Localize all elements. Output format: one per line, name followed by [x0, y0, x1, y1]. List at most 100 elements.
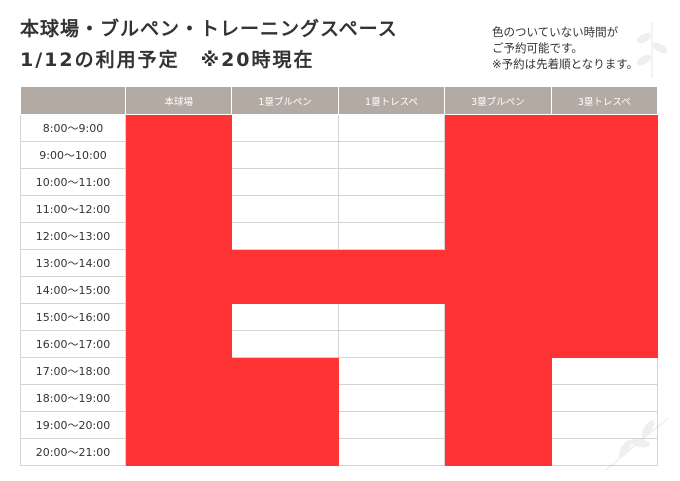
table-row: 14:00〜15:00: [20, 276, 659, 304]
available-slot-cell: [337, 141, 446, 169]
available-slot-cell: [337, 222, 446, 250]
header: 本球場・ブルペン・トレーニングスペース 1/12の利用予定 ※20時現在 色のつ…: [0, 0, 680, 86]
note-line: ご予約可能です。: [492, 41, 583, 55]
available-slot-cell: [337, 357, 446, 385]
table-row: 8:00〜9:00: [20, 114, 659, 142]
available-slot-cell: [550, 411, 659, 439]
booked-slot-cell: [444, 330, 552, 358]
time-slot-label: 10:00〜11:00: [20, 168, 126, 196]
table-row: 11:00〜12:00: [20, 195, 659, 223]
column-header-time: [20, 86, 126, 115]
booked-slot-cell: [124, 384, 233, 412]
available-slot-cell: [337, 438, 446, 466]
available-slot-cell: [337, 384, 446, 412]
booked-slot-cell: [124, 330, 233, 358]
available-slot-cell: [231, 141, 339, 169]
time-slot-label: 9:00〜10:00: [20, 141, 126, 169]
available-slot-cell: [337, 330, 446, 358]
booked-slot-cell: [550, 249, 659, 277]
booked-slot-cell: [444, 411, 552, 439]
booked-slot-cell: [124, 276, 233, 304]
booked-slot-cell: [444, 384, 552, 412]
booked-slot-cell: [124, 114, 233, 142]
available-slot-cell: [231, 222, 339, 250]
booked-slot-cell: [124, 411, 233, 439]
available-slot-cell: [231, 114, 339, 142]
time-slot-label: 13:00〜14:00: [20, 249, 126, 277]
booked-slot-cell: [124, 249, 233, 277]
column-header: 3塁ブルペン: [444, 86, 552, 115]
booked-slot-cell: [124, 141, 233, 169]
booked-slot-cell: [550, 303, 659, 331]
time-slot-label: 16:00〜17:00: [20, 330, 126, 358]
column-header: 本球場: [124, 86, 233, 115]
table-row: 18:00〜19:00: [20, 384, 659, 412]
schedule-body: 8:00〜9:00 9:00〜10:00 10:00〜11:00 11:00〜12:0…: [20, 114, 659, 466]
booked-slot-cell: [550, 114, 659, 142]
booked-slot-cell: [124, 438, 233, 466]
booked-slot-cell: [337, 249, 446, 277]
table-row: 12:00〜13:00: [20, 222, 659, 250]
time-slot-label: 17:00〜18:00: [20, 357, 126, 385]
booked-slot-cell: [337, 276, 446, 304]
booked-slot-cell: [124, 195, 233, 223]
booked-slot-cell: [231, 276, 339, 304]
available-slot-cell: [337, 195, 446, 223]
table-row: 9:00〜10:00: [20, 141, 659, 169]
note-line: ※予約は先着順となります。: [492, 57, 639, 71]
available-slot-cell: [550, 384, 659, 412]
booked-slot-cell: [550, 168, 659, 196]
time-slot-label: 11:00〜12:00: [20, 195, 126, 223]
available-slot-cell: [337, 411, 446, 439]
time-slot-label: 20:00〜21:00: [20, 438, 126, 466]
availability-note: 色のついていない時間が ご予約可能です。 ※予約は先着順となります。: [492, 24, 638, 72]
available-slot-cell: [231, 195, 339, 223]
booked-slot-cell: [444, 357, 552, 385]
booked-slot-cell: [124, 222, 233, 250]
table-row: 19:00〜20:00: [20, 411, 659, 439]
booked-slot-cell: [231, 438, 339, 466]
leaf-decoration-icon: [604, 417, 669, 472]
booked-slot-cell: [124, 303, 233, 331]
time-slot-label: 18:00〜19:00: [20, 384, 126, 412]
available-slot-cell: [337, 303, 446, 331]
booked-slot-cell: [231, 384, 339, 412]
schedule-table: 本球場 1塁ブルペン 1塁トレスペ 3塁ブルペン 3塁トレスペ 8:00〜9:0…: [20, 86, 659, 466]
time-slot-label: 15:00〜16:00: [20, 303, 126, 331]
available-slot-cell: [231, 330, 339, 358]
booked-slot-cell: [550, 330, 659, 358]
booked-slot-cell: [444, 303, 552, 331]
time-slot-label: 12:00〜13:00: [20, 222, 126, 250]
page-title: 本球場・ブルペン・トレーニングスペース: [20, 18, 398, 40]
column-header: 3塁トレスペ: [550, 86, 659, 115]
booked-slot-cell: [444, 249, 552, 277]
booked-slot-cell: [550, 141, 659, 169]
leaf-decoration-icon: [636, 22, 668, 79]
booked-slot-cell: [124, 357, 233, 385]
note-line: 色のついていない時間が: [492, 25, 619, 39]
table-row: 13:00〜14:00: [20, 249, 659, 277]
table-row: 10:00〜11:00: [20, 168, 659, 196]
booked-slot-cell: [444, 438, 552, 466]
table-row: 16:00〜17:00: [20, 330, 659, 358]
time-slot-label: 14:00〜15:00: [20, 276, 126, 304]
available-slot-cell: [231, 303, 339, 331]
booked-slot-cell: [124, 168, 233, 196]
table-header-row: 本球場 1塁ブルペン 1塁トレスペ 3塁ブルペン 3塁トレスペ: [20, 86, 659, 115]
booked-slot-cell: [231, 249, 339, 277]
column-header: 1塁ブルペン: [231, 86, 339, 115]
booked-slot-cell: [444, 141, 552, 169]
booked-slot-cell: [550, 276, 659, 304]
booked-slot-cell: [550, 195, 659, 223]
time-slot-label: 8:00〜9:00: [20, 114, 126, 142]
booked-slot-cell: [444, 276, 552, 304]
available-slot-cell: [550, 357, 659, 385]
booked-slot-cell: [231, 411, 339, 439]
column-header: 1塁トレスペ: [337, 86, 446, 115]
table-row: 20:00〜21:00: [20, 438, 659, 466]
booked-slot-cell: [444, 114, 552, 142]
available-slot-cell: [337, 114, 446, 142]
booked-slot-cell: [550, 222, 659, 250]
booked-slot-cell: [444, 222, 552, 250]
table-row: 17:00〜18:00: [20, 357, 659, 385]
